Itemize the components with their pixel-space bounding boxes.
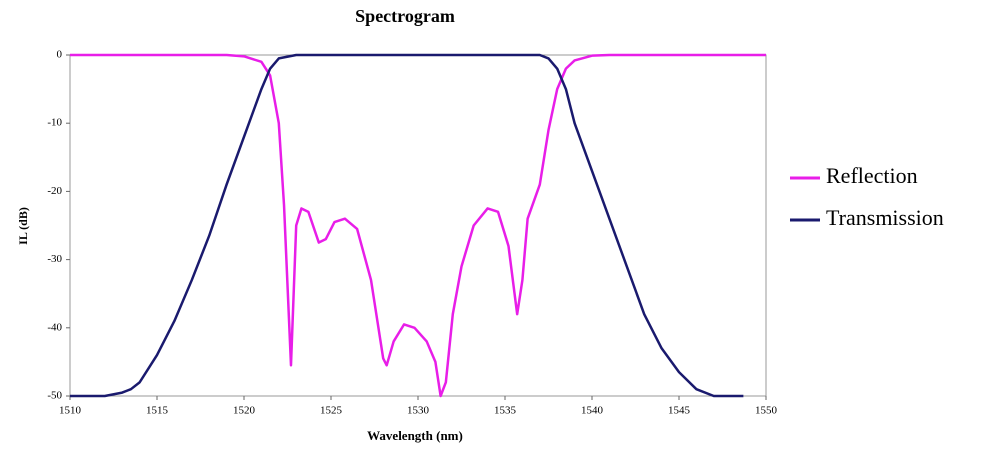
y-tick-label: -10 (47, 117, 62, 129)
y-tick-label: 0 (57, 49, 63, 61)
x-axis-label: Wavelength (nm) (367, 428, 463, 443)
x-tick-label: 1525 (320, 405, 343, 417)
y-tick-label: -30 (47, 253, 62, 265)
x-tick-label: 1510 (59, 405, 82, 417)
x-tick-label: 1535 (494, 405, 517, 417)
x-tick-label: 1530 (407, 405, 430, 417)
plot-frame (69, 54, 767, 397)
x-tick-label: 1550 (755, 405, 778, 417)
y-tick-label: -50 (47, 390, 62, 402)
x-tick-label: 1520 (233, 405, 256, 417)
series-line (70, 53, 744, 398)
x-tick-label: 1515 (146, 405, 169, 417)
legend-label: Transmission (826, 205, 944, 230)
series-line (70, 53, 766, 398)
x-tick-label: 1540 (581, 405, 604, 417)
x-tick-label: 1545 (668, 405, 691, 417)
y-axis-label: IL (dB) (16, 207, 30, 245)
y-tick-label: -40 (47, 321, 62, 333)
legend-label: Reflection (826, 163, 918, 188)
chart-title: Spectrogram (355, 6, 455, 26)
y-tick-label: -20 (47, 185, 62, 197)
